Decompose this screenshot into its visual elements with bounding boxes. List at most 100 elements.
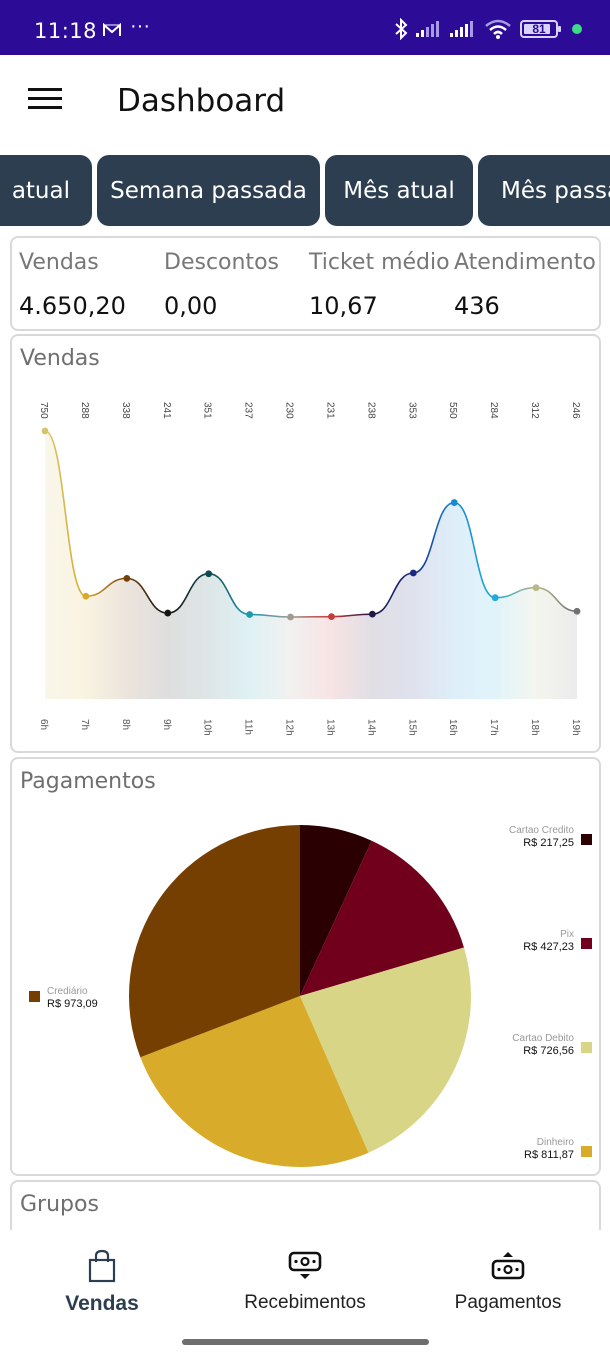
value-label: 353 — [406, 402, 417, 419]
status-bar: 11:18 ··· — [0, 0, 610, 55]
data-point[interactable] — [82, 592, 90, 600]
value-label: 288 — [79, 402, 90, 419]
money-send-icon — [491, 1252, 525, 1280]
pie-slice[interactable] — [140, 996, 369, 1167]
data-point[interactable] — [532, 584, 540, 592]
legend-label: Crediário — [47, 986, 88, 997]
battery-indicator: 81 — [520, 20, 561, 38]
bottom-navigation: Vendas Recebimentos Pagamentos — [0, 1230, 610, 1356]
x-axis-label: 15h — [406, 719, 417, 736]
pie-slice[interactable] — [300, 840, 464, 996]
x-axis-label: 9h — [161, 719, 172, 730]
x-axis-label: 19h — [570, 719, 581, 736]
home-indicator[interactable] — [182, 1339, 429, 1345]
privacy-indicator-dot — [572, 24, 582, 34]
sales-area-chart: 750 6h 288 7h 338 8h 241 9h 351 10h 237 11h 230 12h 23… — [38, 402, 581, 736]
summary-value-descontos: 0,00 — [164, 292, 218, 320]
data-point[interactable] — [409, 569, 417, 577]
value-label: 238 — [365, 402, 376, 419]
nav-tab-recebimentos[interactable]: Recebimentos — [238, 1248, 372, 1328]
bluetooth-icon — [395, 18, 408, 40]
period-chip-mes-passado[interactable]: Mês passado — [478, 155, 610, 226]
value-label: 312 — [529, 402, 540, 419]
legend-swatch — [581, 1146, 592, 1157]
chip-label: Mês atual — [343, 177, 455, 204]
data-point[interactable] — [123, 574, 131, 582]
legend-value: R$ 217,25 — [523, 837, 574, 849]
payments-chart-card: Pagamentos Cartao Credito R$ 217,25 Pix R$ … — [10, 757, 601, 1176]
x-axis-label: 14h — [365, 719, 376, 736]
value-label: 750 — [38, 402, 49, 419]
more-dots-icon: ··· — [130, 15, 150, 37]
nav-label: Recebimentos — [244, 1292, 366, 1313]
groups-card-title: Grupos — [20, 1192, 99, 1217]
x-axis-label: 8h — [120, 719, 131, 730]
app-bar: Dashboard — [0, 55, 610, 150]
data-point[interactable] — [205, 570, 213, 578]
data-point[interactable] — [450, 499, 458, 506]
chip-label: atual — [11, 177, 70, 204]
status-icons: 81 — [394, 18, 582, 40]
money-receive-icon — [288, 1251, 322, 1279]
summary-value-vendas: 4.650,20 — [19, 292, 126, 320]
wifi-icon — [485, 19, 511, 39]
legend-label: Dinheiro — [537, 1137, 575, 1148]
summary-value-atendimento: 436 — [454, 292, 500, 320]
summary-label-atendimento: Atendimento — [454, 250, 596, 275]
data-point[interactable] — [287, 613, 294, 621]
data-point[interactable] — [164, 609, 172, 617]
value-label: 550 — [447, 402, 458, 419]
x-axis-label: 17h — [488, 719, 499, 736]
pie-slice[interactable] — [300, 825, 372, 996]
x-axis-label: 7h — [79, 719, 90, 730]
x-axis-label: 10h — [202, 719, 213, 736]
period-chip-semana-passada[interactable]: Semana passada — [97, 155, 320, 226]
period-filter-bar[interactable]: atual Semana passada Mês atual Mês passa… — [0, 155, 610, 227]
value-label: 231 — [324, 402, 335, 419]
signal-icon — [416, 21, 439, 37]
legend-swatch — [581, 938, 592, 949]
summary-value-ticket-medio: 10,67 — [309, 292, 378, 320]
period-chip-semana-atual[interactable]: atual — [0, 155, 92, 226]
signal-icon — [450, 21, 473, 37]
summary-card: Vendas 4.650,20 Descontos 0,00 Ticket mé… — [10, 236, 601, 331]
hamburger-menu-icon[interactable] — [28, 88, 62, 112]
value-label: 284 — [488, 402, 499, 419]
value-label: 230 — [284, 402, 295, 419]
legend-value: R$ 811,87 — [524, 1149, 574, 1161]
data-point[interactable] — [573, 607, 581, 615]
nav-tab-pagamentos[interactable]: Pagamentos — [448, 1248, 568, 1328]
data-point[interactable] — [41, 427, 49, 435]
pie-slice[interactable] — [129, 825, 300, 1058]
legend-value: R$ 427,23 — [523, 941, 574, 953]
legend-label: Cartao Debito — [512, 1033, 574, 1044]
data-point[interactable] — [368, 610, 376, 618]
x-axis-label: 16h — [447, 719, 458, 736]
x-axis-label: 18h — [529, 719, 540, 736]
shopping-bag-icon — [88, 1249, 116, 1283]
x-axis-label: 6h — [38, 719, 49, 730]
pie-slice[interactable] — [300, 947, 471, 1153]
legend-swatch — [29, 991, 40, 1002]
data-point[interactable] — [246, 611, 254, 618]
data-point[interactable] — [491, 594, 499, 602]
x-axis-label: 13h — [324, 719, 335, 736]
battery-level: 81 — [532, 22, 546, 36]
nav-label: Pagamentos — [454, 1292, 562, 1313]
x-axis-label: 11h — [243, 719, 254, 735]
value-label: 246 — [570, 402, 581, 419]
value-label: 338 — [120, 402, 131, 419]
legend-value: R$ 973,09 — [47, 998, 98, 1010]
nav-tab-vendas[interactable]: Vendas — [52, 1248, 152, 1328]
summary-label-vendas: Vendas — [19, 250, 99, 275]
legend-swatch — [581, 834, 592, 845]
legend-label: Cartao Credito — [509, 825, 574, 836]
period-chip-mes-atual[interactable]: Mês atual — [325, 155, 473, 226]
legend-swatch — [581, 1042, 592, 1053]
legend-label: Pix — [560, 929, 574, 940]
sales-chart-card: Vendas 750 6h 288 7h 338 8h 241 9h 351 10h 237 11h 2… — [10, 334, 601, 753]
value-label: 351 — [202, 402, 213, 419]
data-point[interactable] — [328, 613, 335, 621]
